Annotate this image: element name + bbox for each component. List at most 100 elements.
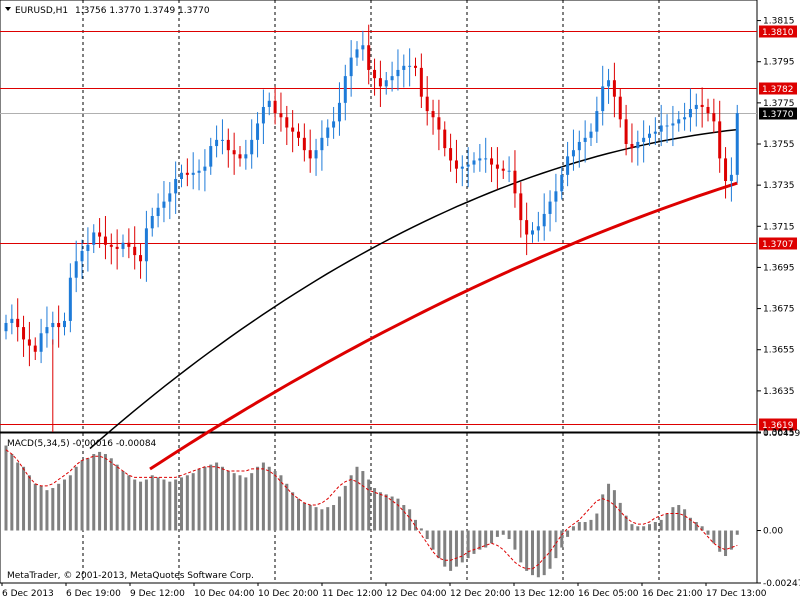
macd-bar bbox=[33, 483, 37, 531]
macd-bar bbox=[636, 526, 640, 531]
candle-body bbox=[180, 172, 183, 179]
macd-bar bbox=[659, 519, 663, 531]
macd-bar bbox=[103, 454, 107, 531]
macd-bar bbox=[308, 505, 312, 531]
macd-bar bbox=[665, 513, 669, 531]
macd-bar bbox=[39, 485, 43, 531]
price-tick-label: 1.3775 bbox=[763, 99, 795, 109]
candle-body bbox=[437, 117, 441, 130]
macd-bar bbox=[226, 471, 230, 531]
macd-bar bbox=[595, 513, 599, 531]
macd-bar bbox=[466, 530, 470, 559]
candle-body bbox=[548, 201, 552, 214]
macd-bar bbox=[215, 462, 219, 531]
macd-bar bbox=[256, 466, 260, 531]
candle-body bbox=[45, 327, 49, 334]
macd-bar bbox=[367, 479, 371, 531]
level-label: 1.3619 bbox=[762, 421, 794, 431]
time-tick-label: 10 Dec 20:00 bbox=[258, 589, 319, 599]
candle-body bbox=[74, 261, 78, 278]
macd-bar bbox=[261, 462, 265, 531]
macd-bar bbox=[238, 475, 242, 531]
candle-body bbox=[583, 137, 587, 142]
candle-body bbox=[373, 69, 377, 79]
candle-body bbox=[343, 76, 347, 103]
candle-body bbox=[542, 213, 546, 227]
time-tick-label: 17 Dec 13:00 bbox=[706, 589, 767, 599]
candle-body bbox=[478, 158, 482, 161]
macd-bar bbox=[121, 471, 125, 531]
macd-bar bbox=[109, 458, 113, 531]
macd-bar bbox=[653, 522, 657, 531]
macd-bar bbox=[297, 498, 300, 531]
candle-body bbox=[612, 80, 616, 97]
candle-body bbox=[431, 111, 435, 118]
candle-body bbox=[361, 45, 365, 50]
macd-bar bbox=[531, 530, 534, 576]
macd-signal-line bbox=[5, 449, 738, 570]
candle-body bbox=[507, 170, 511, 172]
macd-bar bbox=[507, 530, 511, 540]
macd-bar bbox=[373, 488, 377, 531]
macd-bar bbox=[302, 502, 306, 531]
macd-bar bbox=[449, 530, 453, 571]
candle-body bbox=[648, 133, 651, 138]
macd-bar bbox=[16, 462, 20, 531]
dropdown-triangle-icon[interactable] bbox=[5, 7, 11, 11]
price-tick-label: 1.3735 bbox=[763, 181, 795, 191]
candle-body bbox=[443, 129, 447, 149]
candle-body bbox=[337, 102, 341, 122]
time-tick-label: 16 Dec 05:00 bbox=[578, 589, 639, 599]
candle-body bbox=[86, 244, 90, 251]
macd-bar bbox=[144, 479, 148, 531]
macd-title: MACD(5,34,5) -0.00016 -0.00084 bbox=[7, 439, 157, 449]
candle-body bbox=[712, 113, 716, 122]
macd-bar bbox=[589, 519, 593, 531]
macd-bar bbox=[191, 473, 195, 531]
macd-bar bbox=[431, 530, 435, 550]
candle-body bbox=[683, 117, 687, 120]
macd-bar bbox=[378, 492, 382, 531]
candle-body bbox=[495, 164, 499, 169]
candle-body bbox=[244, 154, 248, 159]
candle-body bbox=[601, 86, 605, 112]
ma-black-line bbox=[89, 128, 738, 450]
candle-body bbox=[191, 172, 195, 175]
candle-body bbox=[724, 158, 728, 182]
macd-bar bbox=[706, 530, 710, 535]
macd-bar bbox=[127, 475, 131, 531]
candle-body bbox=[536, 226, 540, 231]
macd-bar bbox=[414, 519, 417, 531]
level-label: 1.3810 bbox=[762, 28, 794, 38]
price-tick-label: 1.3695 bbox=[763, 263, 795, 273]
macd-bar bbox=[624, 515, 628, 531]
macd-bar bbox=[408, 509, 412, 531]
candle-body bbox=[677, 119, 681, 124]
candle-body bbox=[472, 160, 476, 165]
candle-body bbox=[308, 150, 312, 159]
candle-body bbox=[162, 201, 166, 208]
macd-bar bbox=[209, 464, 213, 531]
candle-body bbox=[168, 193, 172, 202]
candle-body bbox=[285, 117, 289, 128]
candle-body bbox=[419, 67, 423, 97]
candle-body bbox=[577, 141, 581, 151]
macd-bar bbox=[735, 530, 739, 535]
macd-bar bbox=[712, 530, 716, 544]
moving-averages bbox=[89, 128, 738, 471]
horizontal-levels[interactable]: 1.3810 1.3782 1.3707 1.3619 1.3770 bbox=[0, 25, 797, 432]
macd-bar bbox=[618, 502, 622, 531]
candle-body bbox=[349, 57, 353, 77]
candle-body bbox=[332, 121, 336, 128]
candle-body bbox=[215, 139, 219, 147]
candle-body bbox=[291, 127, 295, 132]
candle-body bbox=[636, 141, 640, 149]
candle-body bbox=[103, 236, 107, 245]
macd-bar bbox=[355, 466, 359, 531]
macd-bar bbox=[478, 530, 482, 550]
macd-bar bbox=[168, 481, 172, 531]
candle-body bbox=[220, 139, 224, 141]
candle-body bbox=[490, 158, 494, 165]
